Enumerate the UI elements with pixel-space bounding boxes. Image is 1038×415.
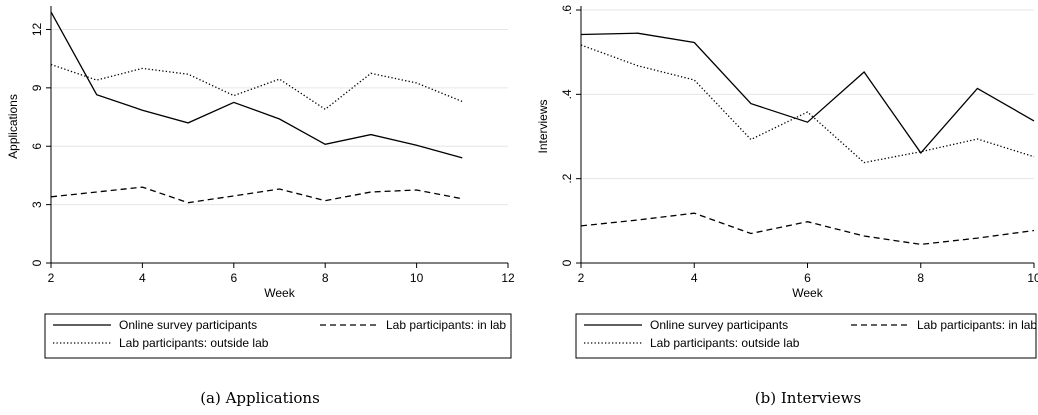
figure-caption: (a) Applications bbox=[200, 389, 320, 407]
x-tick-label: 12 bbox=[501, 271, 515, 285]
x-tick-label: 6 bbox=[804, 271, 811, 285]
legend-label: Online survey participants bbox=[119, 318, 257, 332]
x-tick-label: 8 bbox=[322, 271, 329, 285]
series-line-dotted bbox=[50, 63, 463, 111]
x-tick-label: 4 bbox=[691, 271, 698, 285]
y-axis-title: Interviews bbox=[536, 99, 550, 153]
legend: Online survey participants Lab participan… bbox=[575, 313, 1037, 359]
legend-label: Lab participants: outside lab bbox=[650, 336, 800, 350]
series-line-solid bbox=[580, 32, 1035, 154]
legend-label: Lab participants: in lab bbox=[917, 318, 1037, 332]
x-tick-label: 4 bbox=[139, 271, 146, 285]
y-tick-label: 3 bbox=[30, 201, 44, 208]
y-tick-label: 12 bbox=[30, 22, 44, 36]
x-tick-label: 6 bbox=[230, 271, 237, 285]
series-line-solid bbox=[50, 11, 463, 159]
x-tick-label: 10 bbox=[410, 271, 424, 285]
x-tick-label: 10 bbox=[1027, 271, 1038, 285]
y-tick-label: .2 bbox=[560, 173, 574, 183]
chart-panel-interviews: 0 .2 .4 .6 2 4 6 8 10 Week Interviews Online survey… bbox=[536, 5, 1038, 407]
legend-label: Lab participants: in lab bbox=[386, 318, 506, 332]
legend-box bbox=[575, 313, 1037, 359]
x-tick-label: 2 bbox=[48, 271, 55, 285]
legend: Online survey participants Lab participan… bbox=[44, 313, 512, 359]
y-tick-label: 0 bbox=[30, 259, 44, 266]
x-axis-title: Week bbox=[264, 286, 295, 300]
chart-panel-applications: 0 3 6 9 12 2 4 6 8 10 12 Week Applications Online sur… bbox=[6, 6, 515, 407]
series-line-dashed bbox=[50, 186, 463, 204]
figure-caption: (b) Interviews bbox=[755, 389, 861, 407]
x-axis-title: Week bbox=[792, 286, 823, 300]
series-line-dotted bbox=[580, 44, 1035, 164]
y-tick-label: .4 bbox=[560, 89, 574, 99]
legend-box bbox=[44, 313, 512, 359]
x-tick-label: 2 bbox=[578, 271, 585, 285]
legend-label: Online survey participants bbox=[650, 318, 788, 332]
y-tick-label: 0 bbox=[560, 259, 574, 266]
y-tick-label: .6 bbox=[560, 5, 574, 15]
x-tick-label: 8 bbox=[917, 271, 924, 285]
legend-label: Lab participants: outside lab bbox=[119, 336, 269, 350]
y-tick-label: 6 bbox=[30, 143, 44, 150]
series-line-dashed bbox=[580, 212, 1035, 246]
y-axis-title: Applications bbox=[6, 94, 20, 159]
y-tick-label: 9 bbox=[30, 84, 44, 91]
